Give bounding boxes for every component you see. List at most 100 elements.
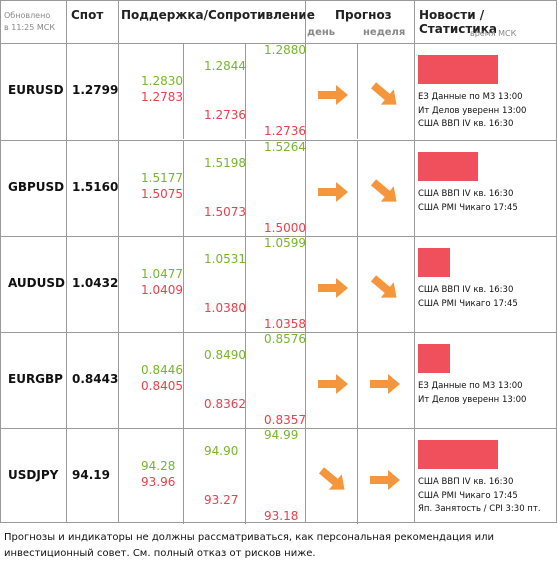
week-forecast — [368, 81, 402, 113]
day-forecast — [316, 274, 350, 306]
pair: USDJPY — [8, 468, 59, 482]
arrow — [318, 467, 345, 490]
support-1: 93.96 — [141, 475, 176, 489]
arrow-shape — [318, 182, 348, 202]
news-bar — [418, 152, 478, 181]
grid-line — [305, 0, 306, 523]
news-list: ЕЗ Данные по М3 13:00 Ит Делов уверенн 13… — [418, 380, 554, 407]
grid-line — [66, 0, 67, 523]
news-bar — [418, 248, 450, 277]
spot: 1.5160 — [72, 180, 119, 194]
news-item: ЕЗ Данные по М3 13:00 — [418, 381, 523, 391]
news-item: США ВВП IV кв. 16:30 — [418, 189, 514, 199]
news-list: ЕЗ Данные по М3 13:00 Ит Делов уверенн 13… — [418, 91, 554, 132]
grid-line — [0, 43, 557, 44]
news-bar — [418, 55, 498, 84]
news-item: Ит Делов уверенн 13:00 — [418, 394, 527, 405]
resistance-1: 1.2830 — [141, 74, 183, 88]
support-3: 1.2736 — [264, 124, 306, 138]
resistance-3: 94.99 — [264, 428, 299, 442]
news-item: США PMI Чикаго 17:45 — [418, 298, 518, 309]
resistance-2: 0.8490 — [204, 348, 246, 362]
grid-line — [245, 428, 246, 524]
resistance-1: 1.0477 — [141, 267, 183, 281]
grid-line — [414, 0, 415, 523]
arrow — [370, 470, 400, 490]
arrow — [318, 374, 348, 394]
news-item: США ВВП IV кв. 16:30 — [418, 119, 514, 129]
news-list: США ВВП IV кв. 16:30 США PMI Чикаго 17:45 — [418, 188, 554, 215]
resistance-3: 1.5264 — [264, 140, 306, 154]
spot: 0.8443 — [72, 372, 119, 386]
levels-header: Поддержка/Сопротивление — [121, 8, 315, 22]
day-forecast — [316, 466, 350, 498]
arrow-shape — [370, 179, 397, 202]
news-bar — [418, 440, 498, 469]
week-forecast — [368, 178, 402, 210]
news-item: США PMI Чикаго 17:45 — [418, 202, 518, 213]
resistance-2: 94.90 — [204, 444, 239, 458]
support-2: 93.27 — [204, 493, 239, 507]
resistance-1: 0.8446 — [141, 363, 183, 377]
resistance-3: 1.0599 — [264, 236, 306, 250]
grid-line — [0, 332, 557, 333]
support-1: 1.0409 — [141, 283, 183, 297]
support-3: 0.8357 — [264, 413, 306, 427]
arrow-shape — [370, 470, 400, 490]
arrow-shape — [370, 275, 397, 298]
news-list: США ВВП IV кв. 16:30 США PMI Чикаго 17:45 — [418, 284, 554, 311]
support-2: 1.5073 — [204, 205, 246, 219]
support-2: 1.2736 — [204, 108, 246, 122]
grid-line — [183, 332, 184, 428]
spot: 1.2799 — [72, 83, 119, 97]
support-2: 0.8362 — [204, 397, 246, 411]
news-item: США PMI Чикаго 17:45 — [418, 490, 518, 501]
arrow — [318, 85, 348, 105]
support-1: 1.5075 — [141, 187, 183, 201]
grid-line — [0, 522, 557, 523]
day-forecast — [316, 81, 350, 113]
grid-line — [183, 428, 184, 524]
support-3: 1.0358 — [264, 317, 306, 331]
day-header: день — [307, 27, 336, 38]
support-1: 1.2783 — [141, 90, 183, 104]
support-1: 0.8405 — [141, 379, 183, 393]
grid-line — [357, 43, 358, 139]
grid-line — [357, 236, 358, 332]
grid-line — [0, 236, 557, 237]
arrow-shape — [318, 85, 348, 105]
grid-line — [183, 43, 184, 139]
spot: 94.19 — [72, 468, 110, 482]
pair: EURGBP — [8, 372, 63, 386]
grid-line — [0, 140, 557, 141]
grid-line — [0, 0, 1, 523]
arrow — [370, 374, 400, 394]
day-forecast — [316, 178, 350, 210]
arrow — [370, 275, 397, 298]
pair: GBPUSD — [8, 180, 65, 194]
news-header: Новости / Статистика — [419, 8, 497, 36]
news-time-header: время МСК — [470, 29, 517, 38]
support-2: 1.0380 — [204, 301, 246, 315]
resistance-3: 1.2880 — [264, 43, 306, 57]
resistance-3: 0.8576 — [264, 332, 306, 346]
week-header: неделя — [363, 27, 406, 38]
grid-line — [245, 140, 246, 236]
arrow-shape — [318, 467, 345, 490]
resistance-1: 94.28 — [141, 459, 176, 473]
grid-line — [183, 236, 184, 332]
resistance-1: 1.5177 — [141, 171, 183, 185]
news-item: Ит Делов уверенн 13:00 — [418, 105, 527, 116]
resistance-2: 1.0531 — [204, 252, 246, 266]
arrow-shape — [370, 374, 400, 394]
news-list: США ВВП IV кв. 16:30 США PMI Чикаго 17:45… — [418, 476, 554, 517]
grid-line — [0, 428, 557, 429]
grid-line — [245, 236, 246, 332]
news-item: ЕЗ Данные по М3 13:00 — [418, 92, 523, 102]
pair: AUDUSD — [8, 276, 65, 290]
week-forecast — [368, 466, 402, 498]
updated-label: Обновлено в 11:25 МСК — [4, 10, 55, 34]
news-item: США ВВП IV кв. 16:30 — [418, 285, 514, 295]
arrow-shape — [318, 374, 348, 394]
week-forecast — [368, 274, 402, 306]
